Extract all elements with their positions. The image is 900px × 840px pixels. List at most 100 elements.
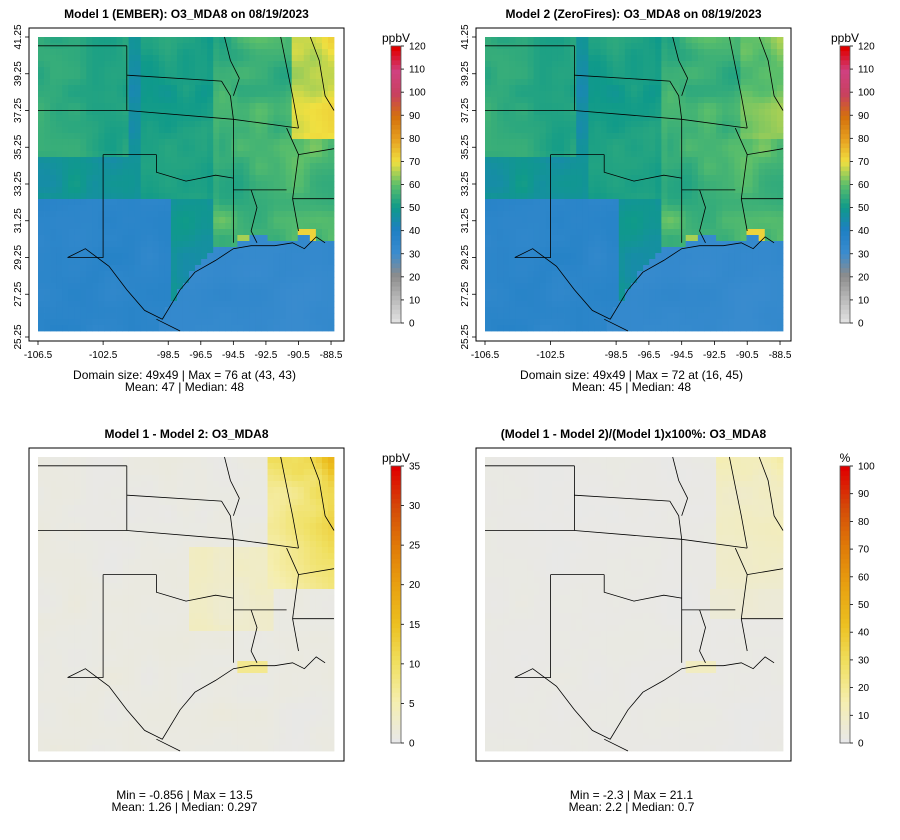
x-tick-label: -98.5 (157, 350, 180, 361)
colorbar-tick-label: 40 (858, 226, 870, 237)
plot-frame (475, 27, 792, 342)
colorbar-tick-label: 10 (858, 295, 870, 306)
y-tick-label: 29.25 (13, 245, 24, 270)
x-tick-label: -102.5 (536, 350, 565, 361)
axes: -106.5 -102.5 -98.5 -96.5 -94.5 -92.5 -90.5 -88… (13, 24, 343, 361)
colorbar-tick-label: 70 (409, 157, 421, 168)
state-borders (485, 456, 784, 752)
stats-line-2: Mean: 1.26 | Median: 0.297 (112, 800, 258, 814)
colorbar: 0 10 20 30 40 50 60 70 80 90 100% (839, 451, 875, 750)
map-field-cells (485, 457, 784, 752)
colorbar-tick-label: 50 (858, 600, 870, 611)
x-tick-label: -102.5 (89, 350, 118, 361)
colorbar-tick-label: 50 (858, 203, 870, 214)
colorbar-tick-label: 5 (409, 699, 415, 710)
y-tick-label: 33.25 (13, 171, 24, 196)
colorbar-tick-label: 70 (858, 545, 870, 556)
x-tick-label: -96.5 (638, 350, 661, 361)
plot-frame (28, 447, 345, 762)
y-tick-label: 25.25 (13, 324, 24, 349)
y-tick-label: 27.25 (460, 281, 471, 306)
state-borders (38, 456, 335, 752)
colorbar-tick-label: 60 (858, 180, 870, 191)
y-tick-label: 39.25 (460, 61, 471, 86)
colorbar-tick-label: 100 (858, 88, 875, 99)
gulf-coastline (67, 656, 326, 740)
map-panel-1: Model 1 (EMBER): O3_MDA8 on 08/19/2023 -1… (13, 7, 426, 394)
colorbar-tick-label: 30 (409, 501, 421, 512)
y-tick-label: 39.25 (13, 61, 24, 86)
colorbar-tick-label: 10 (409, 659, 421, 670)
map-panel-4: (Model 1 - Model 2)/(Model 1)x100%: O3_M… (475, 427, 875, 814)
colorbar-tick-label: 10 (858, 711, 870, 722)
colorbar-unit: % (840, 451, 851, 465)
panel-title: Model 1 - Model 2: O3_MDA8 (104, 427, 268, 441)
colorbar-tick-label: 15 (409, 620, 421, 631)
x-tick-label: -106.5 (471, 350, 500, 361)
colorbar-tick-label: 0 (858, 319, 864, 330)
panel-title: (Model 1 - Model 2)/(Model 1)x100%: O3_M… (501, 427, 767, 441)
x-tick-label: -96.5 (189, 350, 212, 361)
colorbar-tick-label: 20 (858, 683, 870, 694)
y-tick-label: 27.25 (13, 281, 24, 306)
y-tick-label: 31.25 (13, 208, 24, 233)
y-tick-label: 31.25 (460, 208, 471, 233)
x-tick-label: -90.5 (736, 350, 759, 361)
panel-title: Model 1 (EMBER): O3_MDA8 on 08/19/2023 (64, 7, 309, 21)
y-tick-label: 37.25 (13, 98, 24, 123)
x-tick-label: -94.5 (670, 350, 693, 361)
colorbar-tick-label: 60 (409, 180, 421, 191)
colorbar-tick-label: 30 (858, 249, 870, 260)
gulf-coastline (67, 236, 326, 320)
stats-line-1: Min = -2.3 | Max = 21.1 (570, 788, 694, 802)
y-tick-label: 35.25 (460, 134, 471, 159)
colorbar-tick-label: 35 (409, 462, 421, 473)
x-tick-label: -92.5 (255, 350, 278, 361)
map-field-cells (485, 37, 784, 332)
panel-title: Model 2 (ZeroFires): O3_MDA8 on 08/19/20… (505, 7, 761, 21)
colorbar-tick-label: 40 (409, 226, 421, 237)
colorbar-tick-label: 50 (409, 203, 421, 214)
y-tick-label: 33.25 (460, 171, 471, 196)
colorbar-tick-label: 80 (858, 517, 870, 528)
state-borders (38, 36, 335, 332)
colorbar-tick-label: 60 (858, 572, 870, 583)
y-tick-label: 37.25 (460, 98, 471, 123)
colorbar-tick-label: 25 (409, 541, 421, 552)
stats-line-2: Mean: 45 | Median: 48 (572, 380, 692, 394)
colorbar-tick-label: 110 (858, 65, 874, 76)
colorbar-unit: ppbV (831, 31, 859, 45)
colorbar-tick-label: 30 (858, 655, 870, 666)
colorbar-tick-label: 20 (409, 272, 421, 283)
colorbar-tick-label: 40 (858, 628, 870, 639)
y-tick-label: 25.25 (460, 324, 471, 349)
colorbar-tick-label: 90 (409, 111, 421, 122)
colorbar-tick-label: 100 (409, 88, 426, 99)
plot-frame (475, 447, 792, 762)
colorbar-tick-label: 20 (409, 580, 421, 591)
gulf-coastline (514, 236, 775, 320)
x-tick-label: -90.5 (287, 350, 310, 361)
y-tick-label: 35.25 (13, 134, 24, 159)
x-tick-label: -98.5 (605, 350, 628, 361)
colorbar-tick-label: 0 (858, 739, 864, 750)
y-tick-label: 41.25 (460, 24, 471, 49)
x-tick-label: -88.5 (320, 350, 343, 361)
colorbar-tick-label: 80 (409, 134, 421, 145)
map-panel-3: Model 1 - Model 2: O3_MDA8 Min = -0.856 |… (28, 427, 421, 814)
stats-line-1: Domain size: 49x49 | Max = 76 at (43, 43… (73, 368, 296, 382)
colorbar-tick-label: 10 (409, 295, 421, 306)
plot-frame (28, 27, 345, 342)
map-field-cells (38, 37, 335, 332)
y-tick-label: 29.25 (460, 245, 471, 270)
colorbar-tick-label: 120 (858, 42, 875, 53)
stats-line-1: Domain size: 49x49 | Max = 72 at (16, 45… (520, 368, 743, 382)
colorbar-tick-label: 120 (409, 42, 426, 53)
colorbar-tick-label: 90 (858, 111, 870, 122)
map-field-cells (38, 457, 335, 752)
x-tick-label: -106.5 (24, 350, 53, 361)
